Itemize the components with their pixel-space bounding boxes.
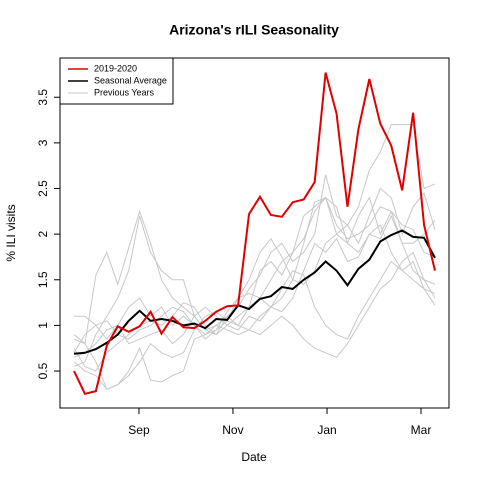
legend-label: 2019-2020 [94, 63, 137, 73]
average-line [73, 229, 436, 355]
previous-year-line [73, 251, 436, 390]
y-tick-label: 2 [36, 230, 50, 237]
previous-year-line [73, 224, 436, 390]
plot-frame [59, 57, 450, 409]
y-axis-label: % ILI visits [4, 204, 18, 261]
x-tick-label: Sep [128, 423, 150, 437]
previous-year-line [73, 196, 436, 345]
y-tick-label: 1 [36, 322, 50, 329]
y-tick-label: 1.5 [36, 271, 50, 288]
y-tick-label: 0.5 [36, 362, 50, 379]
legend-label: Seasonal Average [94, 75, 167, 85]
current-line [73, 72, 436, 396]
y-tick-label: 3 [36, 139, 50, 146]
x-tick-label: Jan [317, 423, 336, 437]
previous-year-line [73, 187, 436, 354]
previous-year-line [73, 124, 436, 367]
x-axis-label: Date [241, 450, 267, 464]
legend-label: Previous Years [94, 87, 155, 97]
x-tick-label: Nov [222, 423, 243, 437]
y-tick-label: 3.5 [36, 89, 50, 106]
x-tick-label: Mar [411, 423, 432, 437]
previous-year-line [73, 196, 436, 372]
previous-year-line [73, 196, 436, 358]
previous-year-line [74, 260, 436, 340]
chart-title: Arizona's rILI Seasonality [169, 22, 339, 38]
y-tick-label: 2.5 [36, 180, 50, 197]
legend: 2019-2020 Seasonal Average Previous Years [59, 57, 174, 105]
